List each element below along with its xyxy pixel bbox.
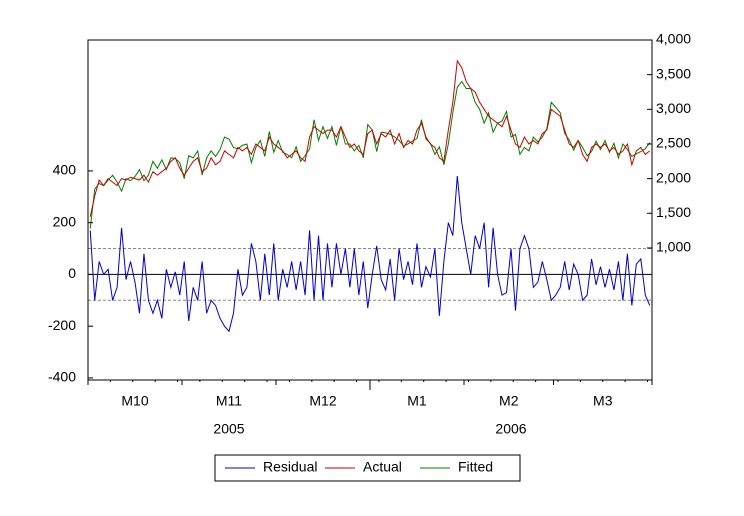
x-tick-label: M11 bbox=[216, 393, 242, 409]
series-layer bbox=[89, 59, 651, 333]
series-line bbox=[89, 59, 651, 217]
series-line bbox=[89, 176, 651, 333]
axes-layer: -400 -200 0 200 400 1,000 1,500 2,000 2,500 3,000… bbox=[48, 31, 691, 437]
x-year-label: 2006 bbox=[495, 421, 526, 437]
y2-tick-label: 3,500 bbox=[656, 65, 691, 81]
y2-tick-label: 2,500 bbox=[656, 135, 691, 151]
y-tick-label: 200 bbox=[53, 213, 77, 229]
y-tick-label: -200 bbox=[48, 317, 76, 333]
y2-tick-label: 3,000 bbox=[656, 100, 691, 116]
legend-label: Residual bbox=[263, 459, 317, 475]
y-tick-label: 400 bbox=[53, 162, 77, 178]
y2-tick-label: 2,000 bbox=[656, 169, 691, 185]
y2-tick-label: 1,000 bbox=[656, 239, 691, 255]
legend-label: Actual bbox=[363, 459, 402, 475]
y-tick-label: 0 bbox=[68, 265, 76, 281]
reference-layer bbox=[88, 248, 652, 301]
x-tick-label: M3 bbox=[593, 393, 613, 409]
y-tick-label: -400 bbox=[48, 369, 76, 385]
series-line bbox=[89, 80, 651, 229]
legend: Residual Actual Fitted bbox=[225, 459, 493, 475]
x-year-label: 2005 bbox=[213, 421, 244, 437]
x-tick-label: M12 bbox=[309, 393, 336, 409]
legend-box bbox=[214, 454, 521, 482]
y2-tick-label: 4,000 bbox=[656, 31, 691, 47]
y2-tick-label: 1,500 bbox=[656, 204, 691, 220]
legend-label: Fitted bbox=[458, 459, 493, 475]
x-tick-label: M2 bbox=[499, 393, 519, 409]
x-tick-label: M10 bbox=[121, 393, 148, 409]
x-tick-label: M1 bbox=[407, 393, 427, 409]
